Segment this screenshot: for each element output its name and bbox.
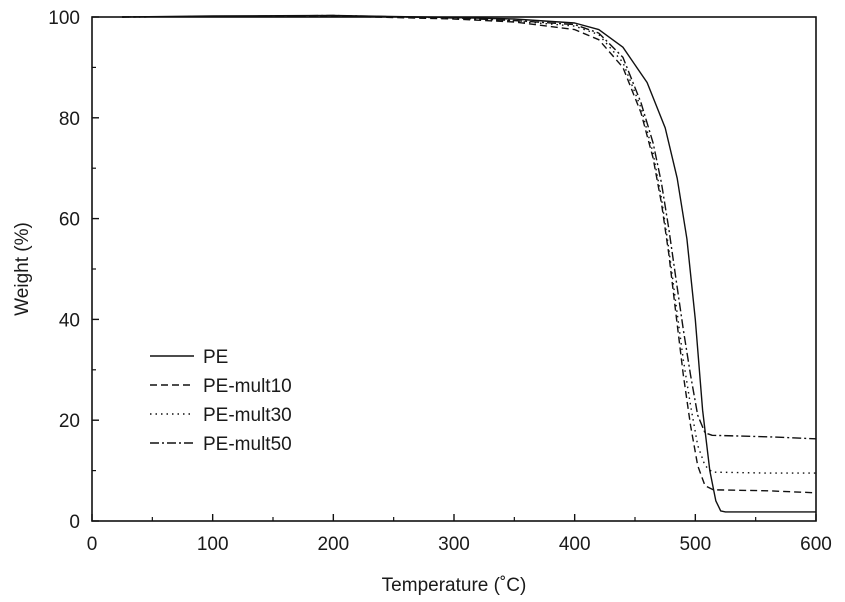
x-tick-label: 400 <box>559 534 591 555</box>
series-line-pe-mult10 <box>122 15 817 494</box>
x-tick-label: 500 <box>679 534 711 555</box>
y-tick-label: 80 <box>59 109 80 130</box>
y-tick-label: 60 <box>59 210 80 231</box>
x-axis-title: Temperature (˚C) <box>382 575 527 596</box>
y-tick-label: 20 <box>59 411 80 432</box>
legend-label-pe-mult50: PE-mult50 <box>203 434 292 455</box>
x-tick-label: 600 <box>800 534 832 555</box>
legend-label-pe-mult10: PE-mult10 <box>203 376 292 397</box>
axes: 0 100 200 300 400 500 600 0 20 40 60 80 100 <box>48 8 832 555</box>
legend-label-pe-mult30: PE-mult30 <box>203 405 292 426</box>
y-tick-label: 100 <box>48 8 80 29</box>
legend: PE PE-mult10 PE-mult30 PE-mult50 <box>150 347 292 455</box>
y-axis-title: Weight (%) <box>12 222 33 316</box>
x-tick-label: 300 <box>438 534 470 555</box>
y-tick-label: 40 <box>59 310 80 331</box>
x-tick-label: 200 <box>317 534 349 555</box>
legend-label-pe: PE <box>203 347 228 368</box>
x-tick-label: 0 <box>87 534 98 555</box>
series-line-pe-mult50 <box>122 14 817 440</box>
y-tick-label: 0 <box>69 512 80 533</box>
x-tick-label: 100 <box>197 534 229 555</box>
